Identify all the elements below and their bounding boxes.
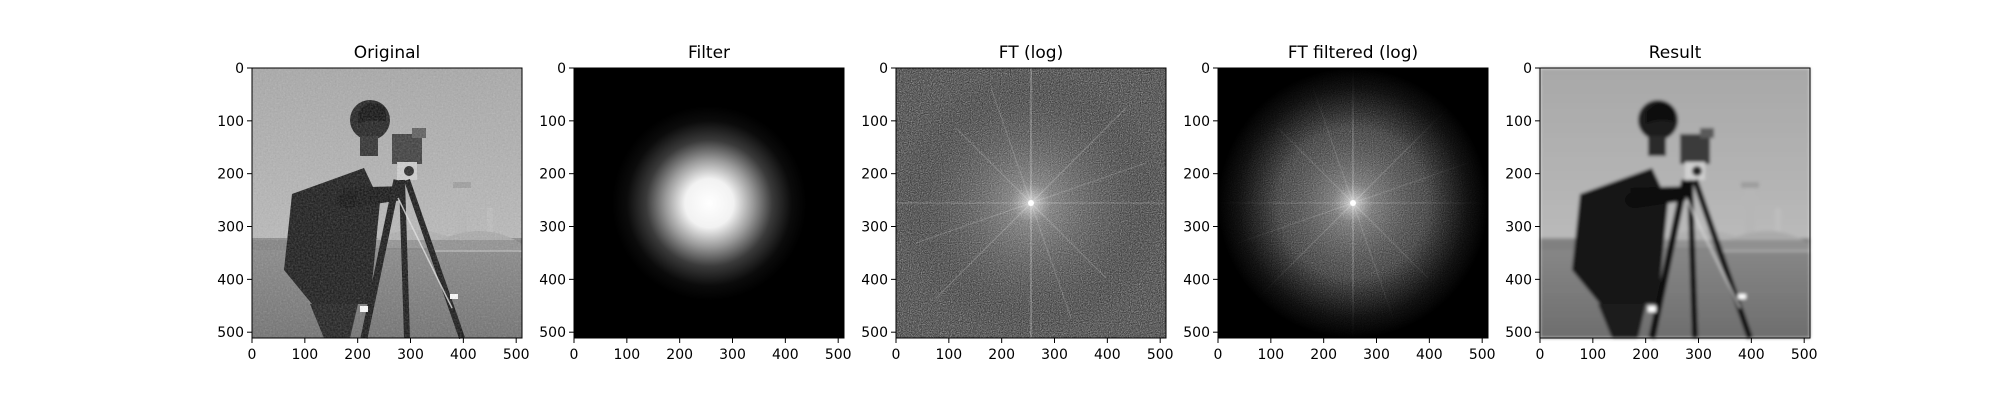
x-tick-label: 500 <box>1147 347 1174 363</box>
x-tick-label: 100 <box>1257 347 1284 363</box>
x-tick-label: 400 <box>772 347 799 363</box>
x-tick-label: 0 <box>248 347 257 363</box>
subplot-title: FT filtered (log) <box>1288 43 1418 63</box>
x-tick-label: 100 <box>1579 347 1606 363</box>
axes-frame <box>1539 67 1811 339</box>
y-tick-label: 300 <box>539 220 566 236</box>
x-tick-label: 200 <box>988 347 1015 363</box>
y-tick-label: 0 <box>1201 61 1210 77</box>
image-spectrum-filtered <box>1218 68 1488 338</box>
y-tick-label: 300 <box>861 220 888 236</box>
x-tick-label: 500 <box>825 347 852 363</box>
x-tick-label: 0 <box>892 347 901 363</box>
axes-frame <box>895 67 1167 339</box>
subplot-title: FT (log) <box>999 43 1063 63</box>
axes-frame <box>1217 67 1489 339</box>
subplot-title: Original <box>354 43 421 63</box>
x-tick-label: 400 <box>450 347 477 363</box>
x-tick-label: 200 <box>666 347 693 363</box>
x-tick-label: 200 <box>1310 347 1337 363</box>
x-tick-label: 300 <box>397 347 424 363</box>
x-tick-label: 100 <box>935 347 962 363</box>
subplot-4: FT filtered (log)0 100 200 300 400 5000100200… <box>1183 43 1495 363</box>
image-photo <box>252 68 522 338</box>
axes-frame <box>251 67 523 339</box>
image-photo-blur <box>1540 68 1810 338</box>
x-tick-label: 500 <box>503 347 530 363</box>
x-tick-label: 100 <box>613 347 640 363</box>
axes-frame <box>573 67 845 339</box>
y-tick-label: 100 <box>1505 114 1532 130</box>
y-tick-label: 100 <box>1183 114 1210 130</box>
y-tick-label: 0 <box>879 61 888 77</box>
subplot-title: Result <box>1649 43 1702 63</box>
x-tick-label: 200 <box>344 347 371 363</box>
y-tick-label: 400 <box>1183 272 1210 288</box>
y-tick-label: 0 <box>1523 61 1532 77</box>
y-tick-label: 400 <box>217 272 244 288</box>
y-tick-label: 200 <box>1183 167 1210 183</box>
y-tick-label: 0 <box>235 61 244 77</box>
x-tick-label: 300 <box>1041 347 1068 363</box>
x-tick-label: 300 <box>1685 347 1712 363</box>
y-tick-label: 200 <box>539 167 566 183</box>
image-filter <box>574 68 844 338</box>
y-tick-label: 300 <box>217 220 244 236</box>
subplot-title: Filter <box>688 43 730 63</box>
y-tick-label: 0 <box>557 61 566 77</box>
x-tick-label: 500 <box>1791 347 1818 363</box>
y-tick-label: 300 <box>1183 220 1210 236</box>
x-tick-label: 200 <box>1632 347 1659 363</box>
y-tick-label: 500 <box>539 325 566 341</box>
y-tick-label: 100 <box>861 114 888 130</box>
y-tick-label: 400 <box>1505 272 1532 288</box>
x-tick-label: 500 <box>1469 347 1496 363</box>
y-tick-label: 400 <box>861 272 888 288</box>
y-tick-label: 100 <box>539 114 566 130</box>
y-tick-label: 200 <box>1505 167 1532 183</box>
y-tick-label: 200 <box>861 167 888 183</box>
x-tick-label: 400 <box>1738 347 1765 363</box>
x-tick-label: 300 <box>1363 347 1390 363</box>
x-tick-label: 100 <box>291 347 318 363</box>
y-tick-label: 500 <box>217 325 244 341</box>
y-tick-label: 500 <box>861 325 888 341</box>
x-tick-label: 400 <box>1094 347 1121 363</box>
y-tick-label: 500 <box>1505 325 1532 341</box>
x-tick-label: 0 <box>570 347 579 363</box>
y-tick-label: 300 <box>1505 220 1532 236</box>
x-tick-label: 0 <box>1536 347 1545 363</box>
y-tick-label: 500 <box>1183 325 1210 341</box>
image-spectrum <box>896 68 1166 338</box>
x-tick-label: 400 <box>1416 347 1443 363</box>
y-tick-label: 400 <box>539 272 566 288</box>
y-tick-label: 100 <box>217 114 244 130</box>
x-tick-label: 0 <box>1214 347 1223 363</box>
y-tick-label: 200 <box>217 167 244 183</box>
x-tick-label: 300 <box>719 347 746 363</box>
